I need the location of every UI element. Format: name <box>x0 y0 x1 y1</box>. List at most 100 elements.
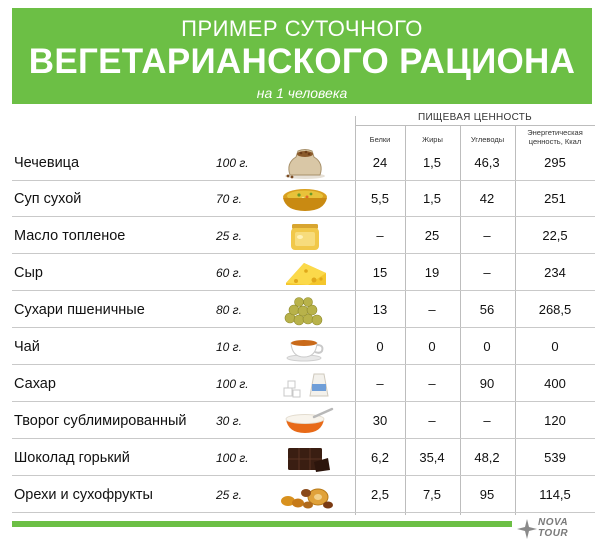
value-protein: 24 <box>372 155 388 170</box>
food-name: Орехи и сухофрукты <box>14 487 153 503</box>
food-name: Сахар <box>14 376 56 392</box>
nova-tour-logo: NOVA TOUR <box>516 516 596 542</box>
value-kcal: 539 <box>544 450 566 465</box>
row-divider <box>12 475 595 476</box>
value-protein: 5,5 <box>370 191 390 206</box>
food-amount: 30 г. <box>216 414 242 428</box>
food-name: Творог сублимированный <box>14 413 187 429</box>
value-protein: 15 <box>372 265 388 280</box>
food-name: Чечевица <box>14 155 80 171</box>
ghee-jar-icon <box>274 220 336 252</box>
value-kcal: 0 <box>551 339 559 354</box>
value-protein: 30 <box>372 413 388 428</box>
table-row: Орехи и сухофрукты 25 г. 2,5 7,5 95 114,5 <box>12 477 595 513</box>
nuts-dried-fruit-icon <box>274 479 336 511</box>
value-protein: 6,2 <box>370 450 390 465</box>
value-carbs: 95 <box>479 487 495 502</box>
value-carbs: 42 <box>479 191 495 206</box>
column-header-fat: Жиры <box>422 135 443 144</box>
row-divider <box>12 216 595 217</box>
row-divider <box>12 327 595 328</box>
tea-cup-icon <box>274 331 336 363</box>
value-carbs: 90 <box>479 376 495 391</box>
food-name: Сыр <box>14 265 43 281</box>
table-row: Чечевица 100 г. 24 1,5 46,3 295 <box>12 145 595 181</box>
value-fat: 1,5 <box>422 155 442 170</box>
logo-star-icon <box>517 519 537 539</box>
food-amount: 100 г. <box>216 451 249 465</box>
value-fat: – <box>428 302 436 317</box>
value-protein: 0 <box>376 339 384 354</box>
food-name: Шоколад горький <box>14 450 130 466</box>
title-line-2: ВЕГЕТАРИАНСКОГО РАЦИОНА <box>28 42 576 81</box>
value-protein: – <box>376 376 384 391</box>
header-divider <box>355 125 595 126</box>
column-divider <box>460 126 461 515</box>
row-divider <box>12 290 595 291</box>
food-amount: 80 г. <box>216 303 242 317</box>
nutrition-group-header: ПИЩЕВАЯ ЦЕННОСТЬ <box>417 112 533 123</box>
value-kcal: 251 <box>544 191 566 206</box>
value-carbs: 46,3 <box>474 155 500 170</box>
table-row: Масло топленое 25 г. – 25 – 22,5 <box>12 218 595 254</box>
table-row: Суп сухой 70 г. 5,5 1,5 42 251 <box>12 181 595 217</box>
table-row: Сухари пшеничные 80 г. 13 – 56 268,5 <box>12 292 595 328</box>
column-header-protein: Белки <box>369 135 391 144</box>
value-carbs: 56 <box>479 302 495 317</box>
value-fat: 7,5 <box>422 487 442 502</box>
value-carbs: – <box>483 413 491 428</box>
row-divider <box>12 253 595 254</box>
food-name: Чай <box>14 339 40 355</box>
food-name: Масло топленое <box>14 228 126 244</box>
value-fat: 25 <box>424 228 440 243</box>
value-carbs: 48,2 <box>474 450 500 465</box>
food-amount: 100 г. <box>216 377 249 391</box>
cheese-icon <box>274 257 336 289</box>
value-fat: 1,5 <box>422 191 442 206</box>
food-amount: 60 г. <box>216 266 242 280</box>
row-divider <box>12 401 595 402</box>
logo-line-2: TOUR <box>538 528 569 539</box>
table-row: Чай 10 г. 0 0 0 0 <box>12 329 595 365</box>
row-divider <box>12 438 595 439</box>
column-divider <box>405 126 406 515</box>
value-protein: 2,5 <box>370 487 390 502</box>
table-row: Сахар 100 г. – – 90 400 <box>12 366 595 402</box>
value-fat: – <box>428 413 436 428</box>
column-header-carbs: Углеводы <box>470 135 505 144</box>
bottom-band <box>12 521 512 527</box>
value-kcal: 114,5 <box>539 487 571 502</box>
food-amount: 25 г. <box>216 229 242 243</box>
column-header-energy: Энергетическая ценность, Ккал <box>527 128 583 146</box>
row-divider <box>12 180 595 181</box>
value-fat: 19 <box>424 265 440 280</box>
value-fat: 0 <box>428 339 436 354</box>
table-row: Творог сублимированный 30 г. 30 – – 120 <box>12 403 595 439</box>
crackers-icon <box>274 294 336 326</box>
food-amount: 10 г. <box>216 340 242 354</box>
value-protein: – <box>376 228 384 243</box>
value-kcal: 22,5 <box>542 228 568 243</box>
food-amount: 25 г. <box>216 488 242 502</box>
dark-chocolate-icon <box>274 442 336 474</box>
table-row: Шоколад горький 100 г. 6,2 35,4 48,2 539 <box>12 440 595 476</box>
value-kcal: 400 <box>544 376 566 391</box>
row-divider <box>12 364 595 365</box>
cottage-cheese-bowl-icon <box>274 405 336 437</box>
value-protein: 13 <box>372 302 388 317</box>
column-divider <box>515 126 516 515</box>
subtitle: на 1 человека <box>256 85 348 101</box>
value-fat: – <box>428 376 436 391</box>
food-amount: 100 г. <box>216 156 249 170</box>
food-name: Суп сухой <box>14 191 82 207</box>
food-name: Сухари пшеничные <box>14 302 145 318</box>
value-kcal: 268,5 <box>538 302 572 317</box>
value-kcal: 295 <box>544 155 566 170</box>
value-kcal: 234 <box>544 265 566 280</box>
title-line-1: ПРИМЕР СУТОЧНОГО <box>181 16 423 41</box>
value-kcal: 120 <box>544 413 566 428</box>
table-row: Сыр 60 г. 15 19 – 234 <box>12 255 595 291</box>
title-banner: ПРИМЕР СУТОЧНОГО ВЕГЕТАРИАНСКОГО РАЦИОНА… <box>12 8 592 104</box>
value-carbs: 0 <box>483 339 491 354</box>
logo-line-1: NOVA <box>538 517 569 528</box>
